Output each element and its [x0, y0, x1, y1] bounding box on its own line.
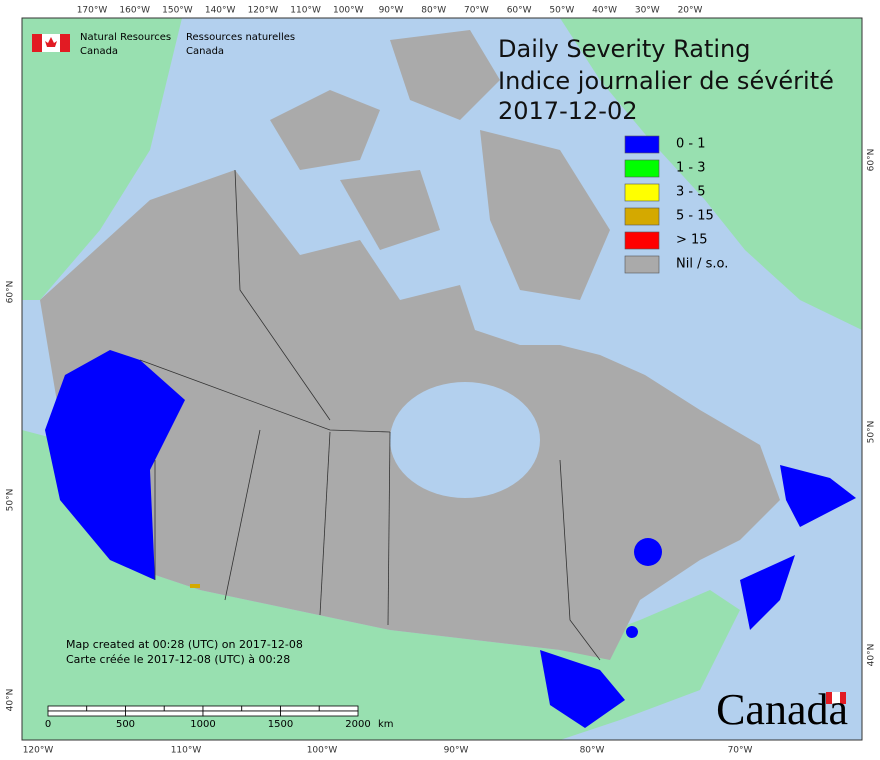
- flag-bar: [826, 692, 832, 704]
- island: [270, 90, 380, 170]
- legend-label: 3 - 5: [676, 185, 706, 200]
- graticule-label: 70°W: [728, 746, 753, 756]
- title: Indice journalier de sévérité: [498, 67, 834, 95]
- agency: Ressources naturelles: [186, 32, 295, 43]
- legend-label: Nil / s.o.: [676, 257, 728, 272]
- scale-segment: [47, 710, 126, 717]
- graticule-label: 110°W: [290, 6, 321, 16]
- note: Map created at 00:28 (UTC) on 2017-12-08: [66, 638, 303, 651]
- graticule-label: 40°W: [592, 6, 617, 16]
- island: [340, 170, 440, 250]
- maritimes-region: [740, 555, 795, 630]
- scale-label: 0: [45, 719, 51, 730]
- scale-segment: [125, 710, 204, 717]
- hudson-bay: [390, 382, 540, 498]
- flag-center: [832, 692, 840, 704]
- scale-segment: [86, 705, 126, 712]
- scale-unit: km: [378, 719, 394, 730]
- island: [390, 30, 500, 120]
- scale-segment: [163, 705, 204, 712]
- legend-swatch: [624, 255, 660, 274]
- legend-label: > 15: [676, 233, 708, 248]
- scale-segment: [202, 710, 281, 717]
- rating-spot: [190, 584, 200, 588]
- boundary: [319, 431, 331, 616]
- flag-bar: [32, 34, 42, 52]
- agency: Canada: [80, 46, 118, 57]
- scale-segment: [280, 710, 359, 717]
- legend-swatch: [624, 231, 660, 250]
- graticule-label: 170°W: [77, 6, 108, 16]
- legend-swatch: [624, 207, 660, 226]
- graticule-label: 20°W: [678, 6, 703, 16]
- scale-label: 1500: [268, 719, 293, 730]
- graticule-label: 40°N: [6, 689, 16, 712]
- logo: [32, 34, 70, 52]
- agency: Natural Resources: [80, 32, 171, 43]
- graticule-label: 70°W: [464, 6, 489, 16]
- graticule-label: 100°W: [333, 6, 364, 16]
- greenland: [560, 18, 862, 330]
- graticule-label: 30°W: [635, 6, 660, 16]
- graticule-label: 90°W: [379, 6, 404, 16]
- flag-bar: [60, 34, 70, 52]
- graticule-label: 60°N: [6, 281, 16, 304]
- scale-segment: [241, 705, 281, 712]
- flag-bar: [840, 692, 846, 704]
- graticule-label: 60°W: [507, 6, 532, 16]
- graticule-label: 120°W: [23, 746, 54, 756]
- quebec-region: [634, 538, 662, 566]
- note: Carte créée le 2017-12-08 (UTC) à 00:28: [66, 653, 290, 666]
- boundary: [139, 359, 391, 433]
- graticule-label: 80°W: [421, 6, 446, 16]
- legend-swatch: [624, 159, 660, 178]
- ontario-region: [540, 650, 625, 728]
- boundary: [224, 429, 261, 601]
- boundary: [234, 169, 331, 421]
- graticule-label: 160°W: [119, 6, 150, 16]
- legend-label: 5 - 15: [676, 209, 714, 224]
- scale-label: 1000: [190, 719, 215, 730]
- graticule-label: 50°N: [867, 421, 877, 444]
- map-frame: [21, 17, 863, 741]
- legend-label: 0 - 1: [676, 137, 706, 152]
- scale-label: 2000: [345, 719, 370, 730]
- graticule-label: 140°W: [205, 6, 236, 16]
- graticule-label: 50°W: [549, 6, 574, 16]
- newfoundland-region: [780, 465, 856, 527]
- bc-region: [45, 350, 185, 580]
- legend-swatch: [624, 135, 660, 154]
- scale-segment: [47, 705, 88, 712]
- scale-segment: [202, 705, 243, 712]
- scale-segment: [125, 705, 165, 712]
- graticule-label: 40°N: [867, 644, 877, 667]
- graticule-label: 90°W: [444, 746, 469, 756]
- maple-leaf: [45, 37, 57, 47]
- scale-segment: [318, 705, 359, 712]
- alaska: [22, 18, 182, 300]
- graticule-label: 50°N: [6, 489, 16, 512]
- agency: Canada: [186, 46, 224, 57]
- graticule-label: 60°N: [867, 149, 877, 172]
- boundary: [559, 459, 601, 661]
- boundary: [387, 431, 391, 626]
- graticule-label: 110°W: [171, 746, 202, 756]
- wordmark: Canada: [716, 685, 848, 734]
- wordmark-text: Canada: [716, 685, 848, 734]
- quebec-region: [626, 626, 638, 638]
- map: [21, 17, 863, 741]
- island: [480, 130, 610, 300]
- graticule-label: 120°W: [248, 6, 279, 16]
- graticule-label: 80°W: [580, 746, 605, 756]
- scale-segment: [280, 705, 320, 712]
- legend-swatch: [624, 183, 660, 202]
- title: Daily Severity Rating: [498, 35, 750, 63]
- graticule-label: 100°W: [307, 746, 338, 756]
- scale-label: 500: [116, 719, 135, 730]
- date: 2017-12-02: [498, 97, 637, 125]
- graticule-label: 150°W: [162, 6, 193, 16]
- legend-label: 1 - 3: [676, 161, 706, 176]
